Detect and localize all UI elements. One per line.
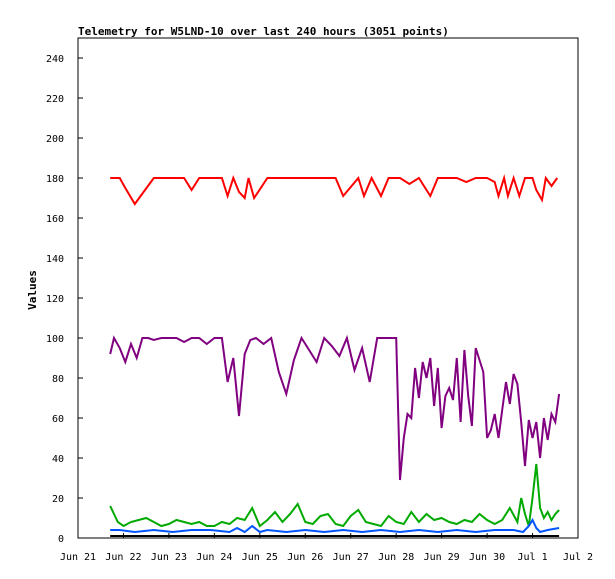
- y-tick-label: 220: [46, 94, 64, 105]
- plot-area: [77, 37, 579, 539]
- y-tick-label: 120: [46, 294, 64, 305]
- x-tick-label: Jun 21: [60, 552, 96, 563]
- y-tick-label: 40: [52, 454, 64, 465]
- series-line-0: [110, 174, 559, 206]
- x-tick-label: Jul 1: [517, 552, 547, 563]
- y-tick-label: 0: [58, 534, 64, 545]
- series-line-2: [109, 463, 560, 528]
- y-tick-label: 180: [46, 174, 64, 185]
- y-tick-label: 80: [52, 374, 64, 385]
- series-line-3: [110, 517, 560, 534]
- chart-title: Telemetry for W5LND-10 over last 240 hou…: [78, 25, 449, 38]
- y-tick-label: 200: [46, 134, 64, 145]
- x-tick-label: Jun 28: [378, 552, 414, 563]
- x-tick-label: Jun 30: [469, 552, 505, 563]
- series-line-1: [109, 334, 561, 481]
- y-tick-label: 140: [46, 254, 64, 265]
- x-tick-label: Jun 27: [333, 552, 369, 563]
- y-tick-label: 240: [46, 54, 64, 65]
- series-group: [109, 174, 561, 537]
- y-tick-label: 160: [46, 214, 64, 225]
- y-axis: 0 20 40 60 80 100 120 140 160 180 200 220 240: [46, 54, 83, 545]
- x-tick-label: Jun 25: [242, 552, 278, 563]
- x-tick-label: Jun 29: [424, 552, 460, 563]
- x-tick-label: Jun 26: [287, 552, 323, 563]
- x-tick-label: Jun 22: [105, 552, 141, 563]
- y-tick-label: 20: [52, 494, 64, 505]
- x-tick-label: Jul 2: [563, 552, 593, 563]
- y-axis-label: Values: [26, 270, 39, 310]
- y-tick-label: 100: [46, 334, 64, 345]
- y-tick-label: 60: [52, 414, 64, 425]
- x-tick-label: Jun 24: [196, 552, 232, 563]
- x-tick-label: Jun 23: [151, 552, 187, 563]
